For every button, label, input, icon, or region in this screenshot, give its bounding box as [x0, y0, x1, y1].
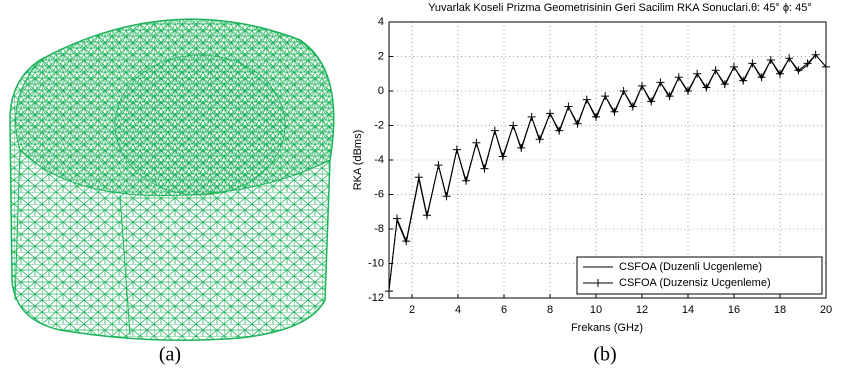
marker	[665, 92, 674, 101]
marker	[674, 73, 683, 82]
marker	[628, 102, 637, 111]
y-tick-label: 4	[378, 16, 384, 28]
marker	[702, 83, 711, 92]
marker	[730, 62, 738, 71]
panel-label: (b)	[593, 344, 616, 366]
marker	[509, 121, 518, 130]
x-tick-label: 2	[409, 304, 415, 316]
marker	[619, 87, 628, 95]
marker	[564, 102, 573, 111]
marker	[573, 119, 582, 128]
marker	[385, 287, 393, 296]
panel-label: (a)	[159, 344, 181, 366]
marker	[414, 173, 423, 182]
marker	[656, 78, 665, 87]
marker	[498, 152, 507, 161]
marker	[452, 145, 461, 154]
marker	[480, 164, 489, 173]
marker	[647, 97, 656, 106]
marker	[601, 92, 610, 101]
marker	[472, 138, 481, 147]
marker	[527, 112, 536, 121]
marker	[402, 237, 411, 246]
legend-label: CSFOA (Duzenli Ucgenleme)	[619, 261, 762, 273]
marker	[546, 109, 554, 118]
marker	[693, 69, 702, 78]
marker	[422, 211, 431, 220]
marker	[739, 76, 748, 85]
marker	[393, 214, 402, 223]
y-tick-label: -8	[374, 223, 384, 235]
legend-marker	[594, 279, 602, 287]
marker	[582, 95, 591, 104]
x-tick-label: 6	[501, 304, 507, 316]
x-tick-label: 4	[455, 304, 461, 316]
chart-title: Yuvarlak Koseli Prizma Geometrisinin Ger…	[428, 2, 812, 14]
y-tick-label: -4	[374, 154, 384, 166]
x-tick-label: 14	[682, 304, 694, 316]
marker	[785, 54, 794, 63]
y-tick-label: -6	[374, 188, 384, 200]
marker	[811, 50, 820, 59]
marker	[638, 81, 646, 90]
marker	[442, 192, 451, 201]
y-tick-label: -10	[368, 257, 384, 269]
x-tick-label: 20	[820, 304, 832, 316]
marker	[711, 66, 720, 75]
legend-label: CSFOA (Duzensiz Ucgenleme)	[619, 277, 771, 289]
x-tick-label: 8	[547, 304, 553, 316]
marker	[610, 107, 619, 116]
plot-frame	[388, 21, 827, 299]
marker	[748, 59, 757, 68]
x-axis-label: Frekans (GHz)	[571, 322, 643, 334]
marker	[794, 66, 803, 75]
x-tick-label: 10	[590, 304, 602, 316]
marker	[822, 62, 830, 71]
marker	[555, 126, 564, 135]
x-tick-label: 12	[636, 304, 648, 316]
marker	[766, 55, 775, 64]
marker	[803, 59, 812, 68]
marker	[462, 176, 471, 185]
marker	[776, 69, 784, 78]
y-tick-label: 0	[378, 85, 384, 97]
marker	[720, 80, 729, 89]
marker	[490, 126, 499, 135]
marker	[684, 87, 692, 95]
series-line	[388, 54, 827, 292]
y-tick-label: 2	[378, 50, 384, 62]
marker	[757, 73, 766, 82]
y-tick-label: -12	[368, 292, 384, 304]
y-axis-label: RKA (dBms)	[352, 130, 364, 191]
legend-box	[576, 256, 823, 295]
x-tick-label: 18	[774, 304, 786, 316]
marker	[434, 161, 443, 170]
x-tick-label: 16	[728, 304, 740, 316]
y-tick-label: -2	[374, 119, 384, 131]
marker	[517, 143, 526, 152]
marker	[592, 112, 600, 121]
mesh-image	[9, 18, 335, 341]
marker	[535, 135, 544, 144]
